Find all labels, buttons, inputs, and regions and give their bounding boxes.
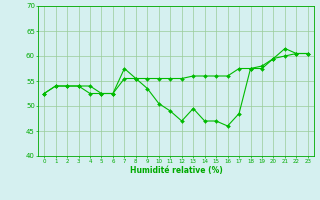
X-axis label: Humidité relative (%): Humidité relative (%) <box>130 166 222 175</box>
